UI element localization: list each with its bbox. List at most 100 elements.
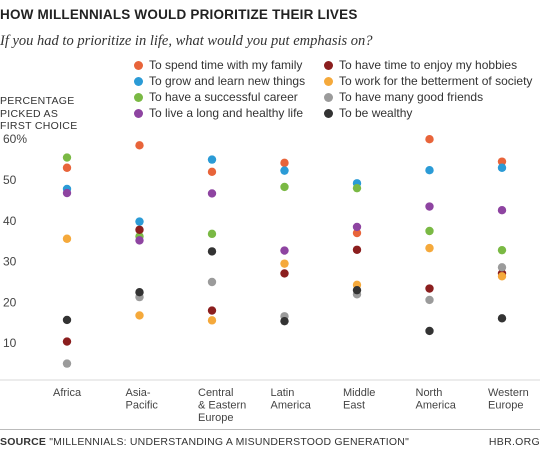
x-tick-label: Latin <box>271 387 295 399</box>
data-point <box>280 246 289 255</box>
source-label: SOURCE <box>0 436 47 448</box>
legend-marker <box>134 60 143 70</box>
data-point <box>425 226 434 236</box>
legend-item: To live a long and healthy life <box>134 106 303 120</box>
data-point <box>62 337 72 346</box>
legend-marker <box>324 60 333 70</box>
data-point <box>425 166 434 175</box>
data-point <box>62 359 72 368</box>
data-point <box>497 205 507 215</box>
data-point <box>135 311 144 320</box>
legend-item: To have time to enjoy my hobbies <box>324 58 517 72</box>
legend-label: To grow and learn new things <box>149 74 306 88</box>
data-point <box>425 135 434 144</box>
data-point <box>207 229 217 239</box>
legend-marker <box>134 76 143 86</box>
data-point <box>135 236 144 245</box>
data-point <box>135 217 144 226</box>
legend-item: To grow and learn new things <box>134 74 305 88</box>
y-axis-label-line: PICKED AS <box>0 107 59 120</box>
y-tick-label: 20 <box>3 295 17 309</box>
data-point <box>207 247 217 256</box>
data-point <box>280 259 289 268</box>
y-tick-label: 50 <box>3 173 17 187</box>
legend-label: To have many good friends <box>339 90 484 104</box>
data-point <box>62 188 72 198</box>
y-tick-label: 30 <box>3 255 17 269</box>
footer-divider <box>0 429 540 430</box>
data-point <box>497 272 507 281</box>
data-point <box>497 157 507 166</box>
data-point <box>425 295 434 305</box>
y-tick-label: 60% <box>3 132 27 146</box>
x-tick-label: North <box>416 387 443 399</box>
data-point <box>425 243 434 253</box>
legend-item: To have a successful career <box>134 90 298 104</box>
x-tick-label: Central <box>198 387 233 399</box>
x-tick-label: Asia- <box>126 387 151 399</box>
y-axis-label-line: FIRST CHOICE <box>0 120 78 132</box>
chart-title: HOW MILLENNIALS WOULD PRIORITIZE THEIR L… <box>0 7 358 22</box>
x-tick-label: Europe <box>198 412 233 424</box>
y-tick-label: 10 <box>3 336 17 350</box>
data-point <box>425 284 434 293</box>
chart-subtitle: If you had to prioritize in life, what w… <box>0 33 373 49</box>
data-point <box>62 153 72 162</box>
source-text: "MILLENNIALS: UNDERSTANDING A MISUNDERST… <box>46 436 410 448</box>
data-point <box>352 222 362 232</box>
data-point <box>207 189 217 198</box>
x-tick-label: Pacific <box>126 400 159 412</box>
x-tick-label: East <box>343 400 365 412</box>
source-note: SOURCE "MILLENNIALS: UNDERSTANDING A MIS… <box>0 436 409 448</box>
data-point <box>62 315 72 325</box>
data-point <box>497 245 507 255</box>
data-point <box>280 166 289 175</box>
data-point <box>497 163 507 172</box>
data-point <box>207 316 217 325</box>
y-tick-label: 40 <box>3 214 17 228</box>
data-point <box>62 163 72 172</box>
data-point <box>280 182 289 192</box>
legend-marker <box>134 108 143 118</box>
data-point <box>425 326 434 336</box>
brand-mark: HBR.ORG <box>488 436 540 448</box>
legend-label: To have time to enjoy my hobbies <box>339 58 518 72</box>
data-point <box>207 277 217 287</box>
data-point <box>352 285 362 295</box>
data-point <box>135 288 144 297</box>
legend-marker <box>324 92 333 102</box>
data-point <box>135 225 144 234</box>
legend-label: To spend time with my family <box>149 58 303 72</box>
data-point <box>497 263 507 272</box>
x-tick-label: Europe <box>488 400 523 412</box>
data-point <box>135 141 144 150</box>
scatter-plot: 10 20 30 40 50 60% Africa Asia-Pacific Central& … <box>0 132 540 424</box>
legend-item: To be wealthy <box>324 106 412 120</box>
data-point <box>280 158 289 168</box>
data-point <box>280 316 289 326</box>
legend-marker <box>134 92 143 102</box>
legend-item: To have many good friends <box>324 90 483 104</box>
y-axis-label-line: PERCENTAGE <box>0 95 75 107</box>
legend-label: To work for the betterment of society <box>339 74 533 88</box>
x-tick-label: America <box>271 400 312 412</box>
legend-marker <box>324 76 333 86</box>
legend-label: To have a successful career <box>149 90 298 104</box>
x-tick-label: Western <box>488 387 529 399</box>
data-point <box>280 269 289 278</box>
data-point <box>497 314 507 323</box>
legend-label: To be wealthy <box>339 106 413 120</box>
data-point <box>62 234 72 243</box>
x-tick-label: Africa <box>53 387 82 399</box>
data-point <box>352 245 362 254</box>
x-tick-label: Middle <box>343 387 375 399</box>
data-point <box>207 167 217 177</box>
data-point <box>207 155 217 164</box>
data-point <box>352 183 362 193</box>
data-point <box>425 202 434 211</box>
y-axis-label: PERCENTAGE PICKED AS FIRST CHOICE <box>0 95 90 133</box>
legend-item: To spend time with my family <box>134 58 302 72</box>
data-point <box>352 228 362 238</box>
legend-label: To live a long and healthy life <box>149 106 304 120</box>
legend-item: To work for the betterment of society <box>324 74 532 88</box>
